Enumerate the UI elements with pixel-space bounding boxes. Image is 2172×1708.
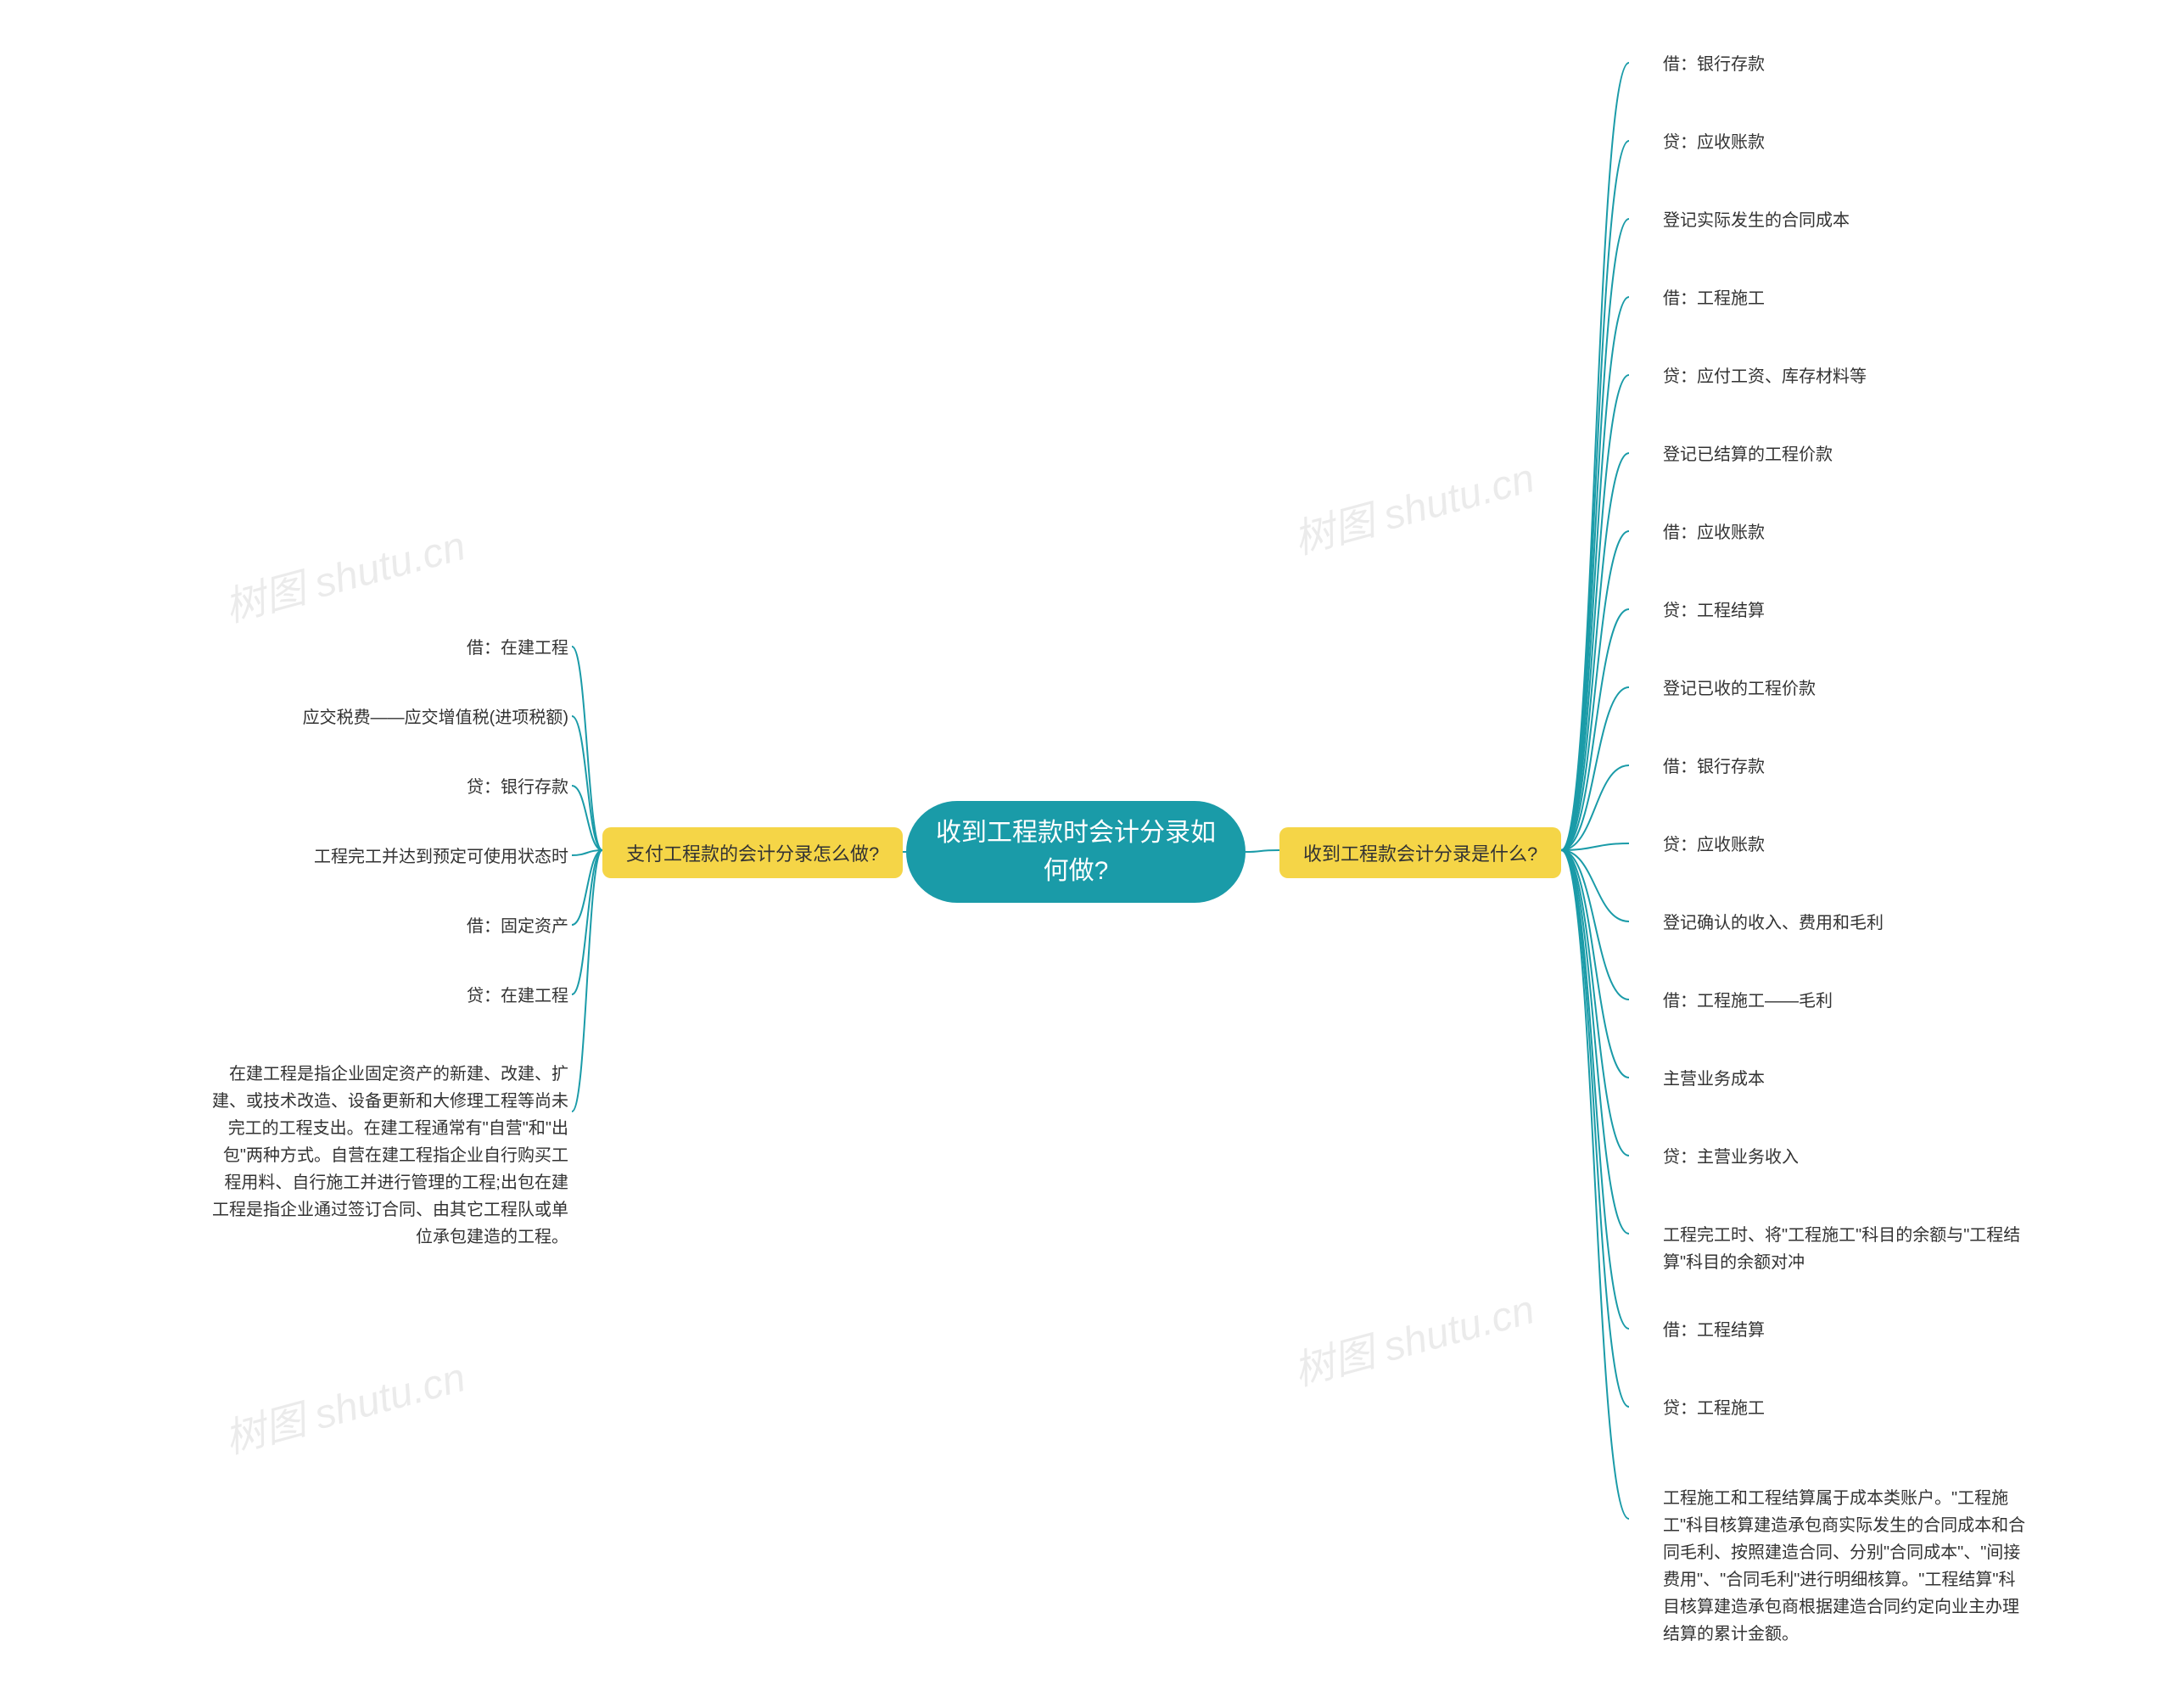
leaf-right[interactable]: 贷：工程施工 [1663, 1395, 1765, 1422]
leaf-left[interactable]: 在建工程是指企业固定资产的新建、改建、扩建、或技术改造、设备更新和大修理工程等尚… [212, 1061, 568, 1251]
leaf-left[interactable]: 应交税费——应交增值税(进项税额) [303, 704, 568, 731]
leaf-right[interactable]: 工程完工时、将"工程施工"科目的余额与"工程结算"科目的余额对冲 [1663, 1222, 2028, 1276]
leaf-right[interactable]: 登记确认的收入、费用和毛利 [1663, 910, 1884, 937]
leaf-right[interactable]: 贷：应收账款 [1663, 129, 1765, 156]
leaf-left[interactable]: 借：固定资产 [467, 913, 568, 940]
leaf-right[interactable]: 贷：应收账款 [1663, 832, 1765, 859]
center-topic-label: 收到工程款时会计分录如何做? [932, 814, 1220, 890]
leaf-right[interactable]: 借：工程施工 [1663, 285, 1765, 312]
branch-right-label: 收到工程款会计分录是什么? [1303, 843, 1537, 865]
branch-left-label: 支付工程款的会计分录怎么做? [626, 843, 879, 865]
leaf-left[interactable]: 贷：银行存款 [467, 774, 568, 801]
branch-left[interactable]: 支付工程款的会计分录怎么做? [602, 827, 903, 878]
watermark: 树图 shutu.cn [217, 1344, 471, 1465]
leaf-right[interactable]: 贷：主营业务收入 [1663, 1144, 1799, 1171]
leaf-right[interactable]: 主营业务成本 [1663, 1066, 1765, 1093]
leaf-left[interactable]: 工程完工并达到预定可使用状态时 [314, 843, 568, 871]
watermark: 树图 shutu.cn [1286, 445, 1540, 566]
leaf-right[interactable]: 登记已结算的工程价款 [1663, 441, 1833, 468]
center-topic[interactable]: 收到工程款时会计分录如何做? [906, 801, 1246, 903]
branch-right[interactable]: 收到工程款会计分录是什么? [1279, 827, 1561, 878]
leaf-right[interactable]: 贷：应付工资、库存材料等 [1663, 363, 1867, 390]
leaf-right[interactable]: 借：应收账款 [1663, 519, 1765, 546]
leaf-right[interactable]: 登记已收的工程价款 [1663, 675, 1816, 703]
leaf-left[interactable]: 借：在建工程 [467, 635, 568, 662]
leaf-right[interactable]: 工程施工和工程结算属于成本类账户。"工程施工"科目核算建造承包商实际发生的合同成… [1663, 1485, 2028, 1648]
leaf-right[interactable]: 借：银行存款 [1663, 51, 1765, 78]
leaf-right[interactable]: 贷：工程结算 [1663, 597, 1765, 624]
watermark: 树图 shutu.cn [1286, 1276, 1540, 1397]
watermark: 树图 shutu.cn [217, 512, 471, 634]
leaf-right[interactable]: 登记实际发生的合同成本 [1663, 207, 1850, 234]
leaf-left[interactable]: 贷：在建工程 [467, 983, 568, 1010]
leaf-right[interactable]: 借：工程结算 [1663, 1317, 1765, 1344]
leaf-right[interactable]: 借：银行存款 [1663, 753, 1765, 781]
leaf-right[interactable]: 借：工程施工——毛利 [1663, 988, 1833, 1015]
